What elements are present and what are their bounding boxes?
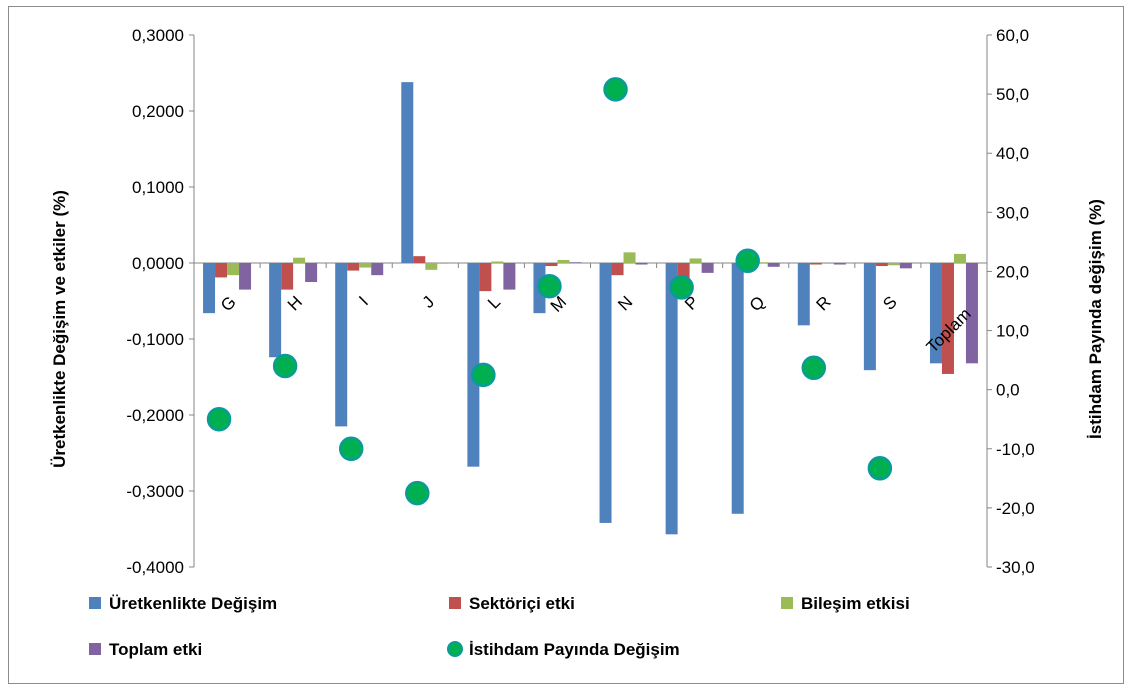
scatter-point (405, 480, 430, 506)
bar (557, 259, 570, 263)
bar (293, 257, 306, 263)
bar (797, 263, 810, 326)
right-tick-label: 50,0 (996, 85, 1029, 104)
legend-label: Sektöriçi etki (469, 594, 575, 613)
bar (863, 263, 876, 371)
bar (965, 263, 978, 364)
left-tick-label: 0,1000 (132, 178, 184, 197)
scatter-point (867, 456, 893, 481)
bar (635, 263, 648, 265)
right-tick-label: -20,0 (996, 499, 1035, 518)
legend-label: İstihdam Payında Değişim (469, 640, 680, 659)
chart-frame: 0,3000 0,2000 0,1000 0,0000 -0,1000 -0,2000 -0… (8, 6, 1124, 684)
bar (413, 256, 426, 263)
scatter-point (272, 353, 298, 379)
bar (371, 263, 384, 276)
legend-marker (781, 597, 793, 609)
bar (887, 263, 900, 266)
category-label: S (879, 292, 900, 313)
scatter-point (801, 355, 827, 381)
legend-marker (449, 597, 461, 609)
bar (425, 263, 438, 270)
right-tick-label: -10,0 (996, 440, 1035, 459)
bar (569, 262, 582, 263)
bar (437, 263, 450, 264)
category-label: R (813, 292, 835, 314)
bar (665, 263, 678, 535)
bar (215, 263, 228, 278)
scatter-point (735, 248, 760, 274)
scatter-point (471, 362, 496, 388)
right-tick-label: 40,0 (996, 144, 1029, 163)
bar (545, 263, 558, 267)
bar (701, 263, 714, 273)
left-tick-label: 0,0000 (132, 254, 184, 273)
right-tick-label: 60,0 (996, 26, 1029, 45)
left-tick-label: 0,3000 (132, 26, 184, 45)
bar (227, 263, 240, 276)
legend-marker (89, 643, 101, 655)
category-label: J (419, 292, 438, 311)
right-tick-label: -30,0 (996, 558, 1035, 577)
bar (491, 261, 504, 263)
bar (269, 263, 282, 358)
bar (479, 263, 492, 292)
legend-marker (89, 597, 101, 609)
scatter-point (669, 275, 694, 300)
chart-svg: 0,3000 0,2000 0,1000 0,0000 -0,1000 -0,2000 -0… (50, 26, 1105, 659)
bar (809, 263, 822, 265)
bar (239, 263, 252, 290)
bar (281, 263, 294, 290)
left-tick-label: 0,2000 (132, 102, 184, 121)
bar (941, 263, 954, 374)
scatter-point (206, 406, 232, 432)
right-axis-title: İstihdam Payında değişim (%) (1086, 199, 1105, 439)
right-tick-label: 0,0 (996, 381, 1020, 400)
right-tick-label: 20,0 (996, 262, 1029, 281)
legend-label: Üretkenlikte Değişim (109, 594, 277, 613)
left-axis-title: Üretkenlikte Değişim ve etkiler (%) (50, 190, 69, 468)
bar (347, 263, 360, 271)
bar (305, 263, 318, 282)
bar (875, 263, 888, 267)
legend-marker (447, 641, 463, 657)
bar (599, 263, 612, 523)
bar (953, 253, 966, 263)
category-label: Q (746, 292, 769, 315)
left-tick-label: -0,2000 (126, 406, 184, 425)
left-tick-label: -0,4000 (126, 558, 184, 577)
bar (833, 263, 846, 265)
legend-label: Toplam etki (109, 640, 202, 659)
bar (689, 258, 702, 263)
bar (731, 263, 744, 514)
right-tick-label: 10,0 (996, 322, 1029, 341)
category-label: L (484, 292, 504, 312)
bar (401, 82, 414, 264)
right-tick-label: 30,0 (996, 203, 1029, 222)
left-tick-label: -0,1000 (126, 330, 184, 349)
bar (611, 263, 624, 276)
category-label: H (284, 292, 306, 314)
bar (755, 262, 768, 263)
bar (821, 263, 834, 264)
bar (467, 263, 480, 467)
bar (203, 263, 216, 314)
bar (503, 263, 516, 290)
scatter-point (603, 77, 628, 102)
bar (623, 252, 636, 263)
scatter-point (537, 273, 562, 299)
bar (677, 263, 690, 279)
category-label: I (355, 292, 372, 309)
left-tick-label: -0,3000 (126, 482, 184, 501)
category-label: G (217, 292, 240, 315)
bar (899, 263, 912, 269)
legend-label: Bileşim etkisi (801, 594, 910, 613)
scatter-point (338, 436, 364, 462)
bar (929, 263, 942, 364)
bar (767, 263, 780, 267)
bar (335, 263, 348, 427)
category-label: N (614, 292, 636, 314)
bar (359, 263, 372, 268)
